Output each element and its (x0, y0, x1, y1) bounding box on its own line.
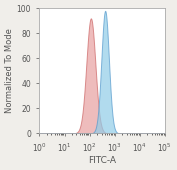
Y-axis label: Normalized To Mode: Normalized To Mode (5, 28, 14, 113)
X-axis label: FITC-A: FITC-A (88, 156, 116, 165)
